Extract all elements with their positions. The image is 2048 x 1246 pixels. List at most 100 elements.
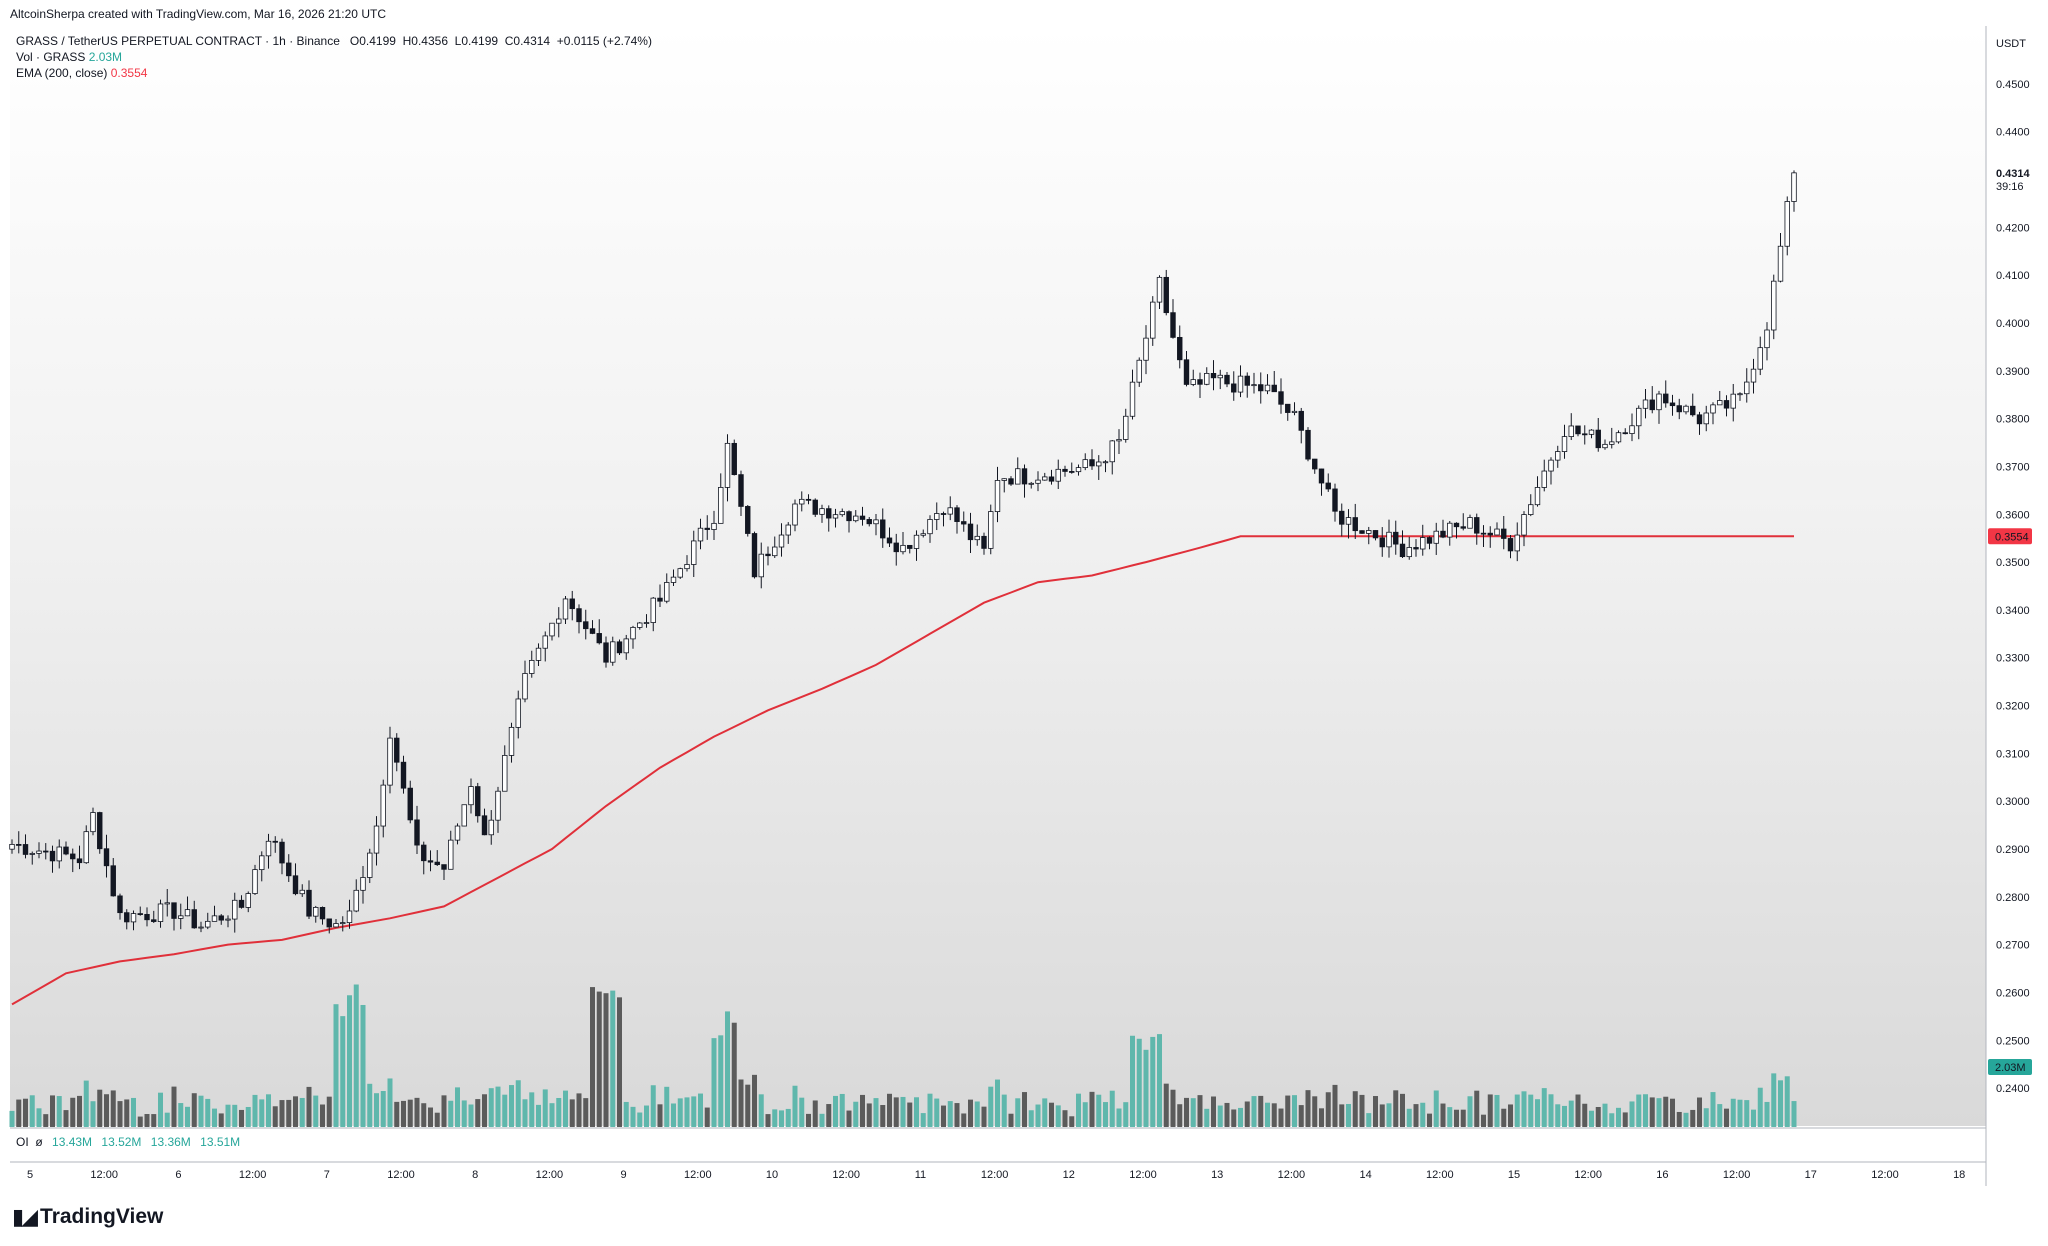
candle — [1102, 460, 1109, 473]
candle — [1197, 372, 1203, 398]
candle — [103, 834, 110, 878]
volume-bar — [1616, 1107, 1621, 1127]
candle — [333, 918, 339, 928]
candle — [934, 502, 940, 531]
tradingview-logo[interactable]: ▮◢ TradingView — [12, 1204, 163, 1230]
candle — [549, 622, 555, 641]
candle — [954, 505, 960, 534]
volume-bar — [556, 1097, 562, 1127]
volume-bar — [1751, 1109, 1756, 1127]
volume-bar — [752, 1074, 757, 1127]
legend-ema-row[interactable]: EMA (200, close) 0.3554 — [16, 65, 652, 81]
candle — [853, 510, 859, 523]
candle — [407, 780, 413, 824]
candle — [1433, 522, 1439, 555]
time-tick-label: 12:00 — [1129, 1169, 1157, 1181]
volume-bar — [1433, 1090, 1439, 1127]
volume-bar — [509, 1085, 514, 1127]
candle — [691, 530, 697, 577]
candle — [495, 786, 501, 833]
price-tick-label: 0.3600 — [1996, 509, 2030, 521]
volume-bar — [29, 1095, 35, 1127]
volume-bar — [644, 1105, 649, 1127]
legend-symbol-row[interactable]: GRASS / TetherUS PERPETUAL CONTRACT · 1h… — [16, 33, 652, 49]
candle — [9, 839, 15, 854]
volume-bar — [1427, 1113, 1432, 1127]
volume-bar — [1224, 1102, 1230, 1127]
volume-bar — [488, 1088, 494, 1127]
volume-bar — [1076, 1093, 1081, 1127]
candle — [657, 584, 663, 607]
candle — [1663, 380, 1669, 408]
volume-bar — [1406, 1108, 1412, 1127]
time-tick-label: 12:00 — [1871, 1169, 1899, 1181]
volume-bar — [502, 1094, 508, 1127]
volume-bar — [367, 1083, 373, 1127]
volume-bar — [1400, 1093, 1405, 1127]
candle — [1264, 374, 1271, 395]
volume-bar — [448, 1100, 454, 1127]
volume-bar — [1028, 1110, 1034, 1127]
ema-line-layer — [11, 535, 1794, 1006]
candle — [603, 636, 609, 668]
volume-bar — [1366, 1113, 1372, 1127]
volume-bar — [792, 1085, 798, 1127]
candle — [1555, 445, 1561, 468]
time-axis[interactable]: 5 12:00 6 12:00 7 12:00 8 12:00 9 12:00 10 12:00 11 1… — [27, 1169, 1965, 1181]
time-tick-label: 12:00 — [981, 1169, 1009, 1181]
volume-bar — [529, 1092, 535, 1127]
price-tick-label: 0.3700 — [1996, 461, 2030, 473]
volume-bar — [536, 1104, 541, 1127]
chart-background[interactable] — [10, 26, 1986, 1126]
volume-bar — [1629, 1101, 1635, 1127]
candle — [839, 508, 845, 517]
volume-bar — [961, 1113, 967, 1127]
candle — [1696, 411, 1703, 435]
candle — [704, 515, 710, 540]
volume-bar — [421, 1103, 427, 1127]
candle — [913, 530, 920, 561]
volume-bar — [63, 1110, 69, 1127]
oi-label: OI — [16, 1135, 29, 1149]
candle — [988, 504, 994, 555]
volume-bar — [1089, 1091, 1095, 1127]
volume-bar — [9, 1110, 15, 1127]
volume-bar — [920, 1113, 926, 1127]
candle — [562, 595, 569, 624]
candle — [1021, 464, 1028, 498]
volume-bar — [772, 1109, 778, 1127]
volume-bar — [1001, 1094, 1007, 1127]
price-axis[interactable]: 0.45000.44000.43000.42000.41000.40000.39… — [1996, 79, 2030, 1095]
candle — [1723, 395, 1730, 417]
volume-bar — [1184, 1097, 1189, 1127]
volume-bar — [1204, 1108, 1210, 1127]
candle — [43, 843, 49, 860]
candle — [83, 825, 89, 864]
candle — [1575, 425, 1581, 437]
open-interest-legend[interactable]: OI ø 13.43M 13.52M 13.36M 13.51M — [16, 1135, 240, 1149]
time-tick-label: 10 — [766, 1169, 778, 1181]
volume-bar — [1008, 1113, 1014, 1127]
volume-bar — [495, 1086, 501, 1127]
volume-bar — [677, 1098, 683, 1127]
volume-bar — [650, 1085, 656, 1127]
candles — [9, 170, 1797, 934]
volume-bar — [23, 1098, 28, 1127]
candle — [117, 893, 123, 920]
candle — [772, 536, 778, 558]
volume-bar — [1271, 1103, 1277, 1127]
candle — [70, 848, 76, 873]
volume-bar — [245, 1106, 251, 1127]
candle — [1582, 425, 1588, 445]
legend-volume-row[interactable]: Vol · GRASS 2.03M — [16, 49, 652, 65]
volume-bars — [9, 984, 1797, 1127]
candle — [1791, 170, 1797, 212]
attribution-text: AltcoinSherpa created with TradingView.c… — [10, 7, 386, 21]
candle — [1251, 372, 1257, 394]
candle — [475, 782, 481, 823]
candle — [1136, 357, 1142, 387]
candle — [16, 831, 22, 854]
candle — [373, 816, 380, 866]
candle — [1609, 427, 1615, 449]
